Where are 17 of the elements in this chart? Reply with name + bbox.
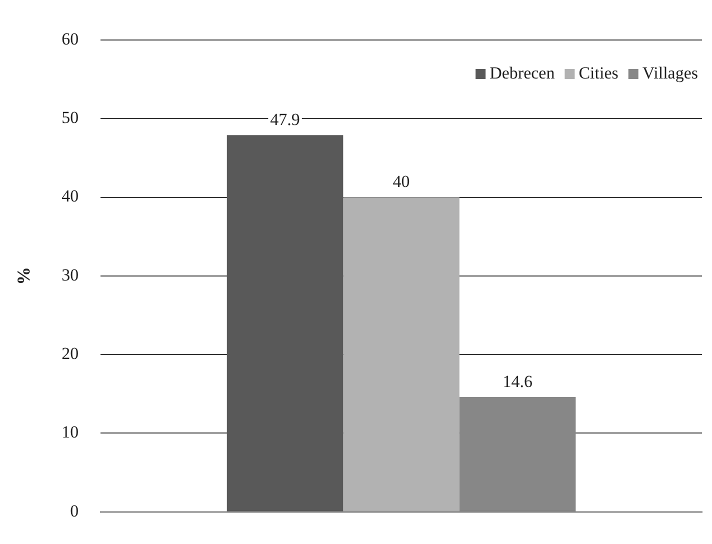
y-tick-label: 0 xyxy=(70,501,79,520)
legend-label: Debrecen xyxy=(490,63,556,82)
y-axis-title: % xyxy=(13,266,34,285)
y-tick-label: 30 xyxy=(62,265,79,284)
y-tick-label: 40 xyxy=(62,186,79,206)
y-tick-label: 10 xyxy=(62,422,79,442)
y-tick-label: 60 xyxy=(62,29,79,48)
y-tick-label: 20 xyxy=(62,344,79,363)
bar xyxy=(459,396,576,512)
bar xyxy=(343,197,460,512)
legend-label: Cities xyxy=(578,63,618,82)
y-tick-label: 50 xyxy=(62,108,79,128)
data-label: 47.9 xyxy=(270,110,300,130)
data-label: 40 xyxy=(392,172,410,192)
bar xyxy=(226,135,344,512)
data-label: 14.6 xyxy=(502,372,532,391)
legend-label: Villages xyxy=(642,63,698,82)
